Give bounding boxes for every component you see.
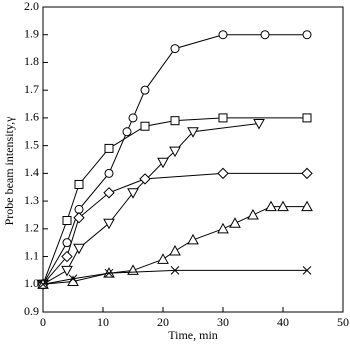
x-axis-label: Time, min (168, 328, 218, 342)
x-tick-label: 20 (157, 315, 169, 329)
marker (68, 274, 78, 284)
series-line (42, 122, 260, 285)
marker (187, 127, 199, 138)
marker (38, 279, 48, 289)
marker (229, 217, 241, 228)
y-tick-label: 1.2 (24, 221, 39, 235)
marker (302, 113, 312, 123)
y-tick-label: 1.0 (24, 276, 39, 290)
marker (265, 200, 277, 212)
series-line (42, 172, 307, 285)
marker (127, 264, 139, 275)
marker (103, 187, 115, 199)
marker (302, 266, 312, 275)
marker (73, 212, 85, 224)
series-line (42, 117, 307, 285)
marker (73, 243, 85, 255)
y-axis-label: Probe beam intensity,γ (2, 116, 16, 226)
y-tick-label: 1.3 (24, 193, 39, 207)
marker (128, 113, 138, 123)
x-tick-label: 50 (337, 315, 349, 329)
marker (140, 85, 150, 95)
marker (157, 157, 169, 169)
y-tick-label: 1.5 (24, 137, 39, 151)
marker (169, 146, 181, 158)
marker (170, 266, 180, 275)
marker (217, 167, 229, 180)
marker (62, 216, 72, 225)
marker (169, 244, 181, 256)
marker (127, 188, 139, 199)
marker (302, 30, 312, 40)
marker (104, 168, 114, 178)
x-tick-label: 30 (217, 315, 229, 329)
marker (218, 30, 228, 40)
y-tick-label: 2.0 (24, 0, 39, 13)
y-tick-label: 0.9 (24, 304, 39, 318)
y-tick-label: 1.1 (24, 248, 39, 262)
marker (170, 44, 180, 54)
marker (301, 167, 313, 180)
x-tick-label: 0 (40, 315, 46, 329)
x-tick-label: 10 (97, 315, 109, 329)
marker (247, 208, 259, 220)
marker (187, 233, 199, 245)
marker (104, 268, 114, 278)
marker (104, 143, 114, 153)
y-tick-label: 1.7 (24, 82, 39, 96)
marker (217, 222, 229, 234)
y-tick-label: 1.4 (24, 165, 39, 179)
marker (61, 265, 73, 277)
marker (139, 173, 151, 185)
marker (103, 218, 115, 230)
x-tick-label: 40 (277, 315, 289, 329)
y-tick-label: 1.9 (24, 26, 39, 40)
marker (170, 116, 180, 126)
marker (74, 179, 84, 189)
marker (61, 250, 73, 263)
marker (277, 200, 289, 212)
y-tick-label: 1.8 (24, 54, 39, 68)
marker (253, 118, 265, 130)
marker (218, 113, 228, 123)
marker (62, 238, 72, 248)
marker (140, 121, 150, 131)
plot-frame (42, 6, 344, 313)
series-line (42, 269, 307, 285)
y-tick-label: 1.6 (24, 110, 39, 124)
marker (301, 200, 313, 212)
marker (260, 30, 270, 40)
marker (157, 253, 169, 264)
marker (122, 127, 132, 137)
